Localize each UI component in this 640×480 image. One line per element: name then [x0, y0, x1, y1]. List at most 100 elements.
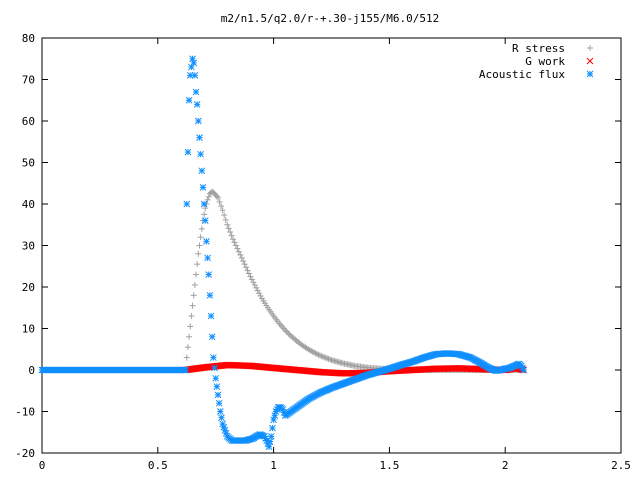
data-point — [285, 330, 292, 337]
data-point — [253, 284, 260, 291]
data-point — [221, 212, 228, 219]
y-tick-label: 20 — [22, 281, 35, 294]
data-point — [235, 248, 242, 255]
data-point — [286, 331, 293, 338]
x-tick-label: 2 — [502, 459, 509, 472]
data-point — [271, 412, 279, 420]
data-point — [212, 374, 220, 382]
data-point — [206, 291, 214, 299]
data-point — [216, 408, 224, 415]
data-point — [314, 351, 321, 358]
y-tick-label: 10 — [22, 323, 35, 336]
data-point — [190, 292, 197, 299]
data-point — [204, 196, 211, 203]
data-point — [247, 273, 254, 280]
data-point — [197, 234, 204, 241]
data-point — [215, 399, 223, 407]
data-point — [228, 232, 235, 239]
data-point — [213, 383, 221, 390]
data-points — [38, 55, 528, 451]
data-point — [199, 184, 207, 191]
legend-label: Acoustic flux — [479, 68, 565, 81]
data-point — [183, 354, 190, 361]
data-point — [210, 354, 217, 361]
y-tick-label: 30 — [22, 240, 35, 253]
data-point — [193, 101, 201, 108]
y-tick-label: -10 — [15, 406, 35, 419]
data-point — [213, 193, 220, 200]
data-point — [192, 88, 200, 96]
data-point — [251, 282, 258, 289]
data-point — [270, 416, 277, 424]
data-point — [216, 198, 223, 205]
data-point — [234, 245, 241, 252]
data-point — [205, 193, 212, 200]
data-point — [191, 281, 198, 288]
data-point — [318, 353, 325, 360]
data-point — [311, 349, 318, 356]
data-point — [327, 356, 334, 363]
data-point — [186, 333, 193, 340]
data-point — [520, 366, 528, 374]
legend-marker — [586, 57, 594, 65]
data-point — [196, 134, 203, 141]
data-point — [190, 59, 198, 67]
data-point — [197, 150, 204, 158]
y-tick-label: 0 — [28, 364, 35, 377]
legend-marker — [586, 70, 594, 78]
data-point — [257, 292, 264, 299]
data-point — [183, 200, 191, 208]
data-point — [218, 414, 225, 422]
data-point — [182, 366, 189, 374]
data-point — [248, 276, 255, 283]
data-point — [324, 355, 331, 362]
y-tick-label: 50 — [22, 157, 35, 170]
data-point — [225, 225, 232, 232]
legend-marker — [587, 45, 593, 51]
y-tick-label: 80 — [22, 32, 35, 45]
data-point — [187, 323, 194, 330]
data-point — [227, 229, 234, 236]
y-tick-label: 70 — [22, 74, 35, 87]
data-point — [230, 236, 237, 243]
data-point — [205, 271, 213, 278]
data-point — [185, 96, 193, 104]
data-point — [266, 438, 274, 445]
data-point — [241, 261, 248, 268]
data-point — [243, 264, 250, 271]
data-point — [218, 203, 225, 210]
data-point — [204, 254, 211, 262]
legend-label: G work — [525, 55, 565, 68]
legend-label: R stress — [512, 42, 565, 55]
data-point — [240, 258, 247, 265]
data-point — [196, 242, 203, 249]
data-point — [200, 200, 208, 208]
data-point — [207, 312, 215, 320]
data-point — [194, 117, 202, 125]
data-point — [237, 251, 244, 258]
data-point — [312, 350, 319, 357]
data-point — [321, 354, 328, 361]
data-point — [245, 270, 252, 277]
x-tick-label: 0 — [39, 459, 46, 472]
x-tick-label: 1.5 — [379, 459, 399, 472]
data-point — [282, 327, 289, 334]
data-point — [231, 239, 238, 246]
data-point — [244, 267, 251, 274]
data-point — [188, 313, 195, 320]
data-point — [203, 237, 210, 245]
data-point — [201, 211, 208, 218]
data-point — [224, 221, 231, 228]
data-point — [267, 433, 275, 440]
axis-ticks: 0 0.5 1 1.5 2 2.5 -20 -10 0 10 20 30 40 50 60 70 80 — [15, 32, 631, 472]
data-point — [319, 353, 326, 360]
y-tick-label: 60 — [22, 115, 35, 128]
series-acoustic-flux — [38, 55, 528, 451]
data-point — [325, 355, 332, 362]
data-point — [238, 254, 245, 261]
x-tick-label: 0.5 — [148, 459, 168, 472]
data-point — [232, 242, 239, 249]
data-point — [256, 290, 263, 297]
data-point — [184, 148, 192, 156]
